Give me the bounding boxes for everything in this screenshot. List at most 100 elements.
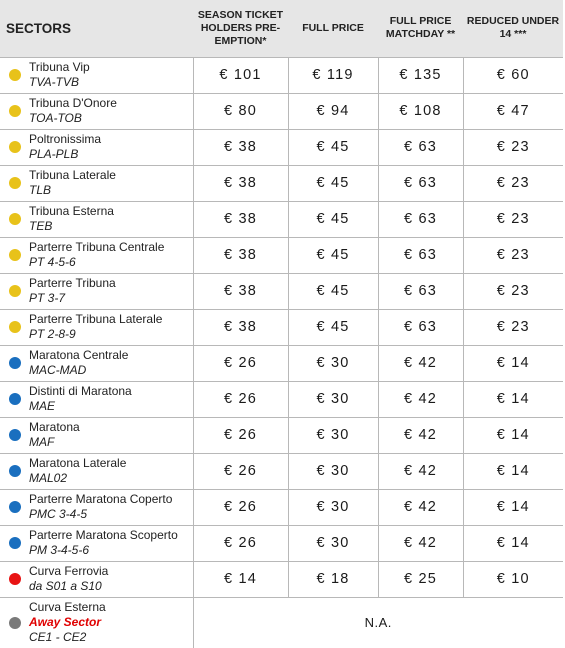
sector-cell: Distinti di Maratona MAE bbox=[26, 381, 193, 417]
sector-color-dot-icon bbox=[9, 248, 21, 261]
price-matchday: € 42 bbox=[377, 381, 464, 417]
price-matchday: € 135 bbox=[377, 57, 464, 93]
sector-name: Parterre Maratona Scoperto bbox=[29, 528, 178, 542]
table-body: Tribuna Vip TVA-TVB € 101 € 119 € 135 € 60 Tri… bbox=[0, 57, 564, 648]
sector-cell: Curva Ferrovia da S01 a S10 bbox=[26, 561, 193, 597]
price-season-ticket: € 38 bbox=[192, 129, 289, 165]
price-matchday: € 63 bbox=[377, 309, 464, 345]
sector-cell: Maratona MAF bbox=[26, 417, 193, 453]
price-season-ticket: € 26 bbox=[192, 381, 289, 417]
sector-cell: Poltronissima PLA-PLB bbox=[26, 129, 193, 165]
sector-cell: Tribuna Laterale TLB bbox=[26, 165, 193, 201]
sector-name: Distinti di Maratona bbox=[29, 384, 132, 398]
sector-cell: Maratona Laterale MAL02 bbox=[26, 453, 193, 489]
price-full: € 45 bbox=[287, 237, 379, 273]
table-row: Tribuna Laterale TLB € 38 € 45 € 63 € 23 bbox=[0, 165, 564, 201]
sector-cell: Tribuna D'Onore TOA-TOB bbox=[26, 93, 193, 129]
sector-color-cell bbox=[0, 381, 26, 417]
sector-color-cell bbox=[0, 273, 26, 309]
table-row: Parterre Maratona Coperto PMC 3-4-5 € 26 € … bbox=[0, 489, 564, 525]
sector-color-cell bbox=[0, 597, 26, 648]
price-season-ticket: € 14 bbox=[192, 561, 289, 597]
sector-name: Parterre Tribuna Centrale bbox=[29, 240, 165, 254]
table-header: SECTORS SEASON TICKET HOLDERS PRE-EMPTIO… bbox=[0, 0, 564, 57]
price-reduced: € 23 bbox=[462, 129, 564, 165]
sector-code: CE1 - CE2 bbox=[29, 630, 87, 645]
price-full: € 45 bbox=[287, 129, 379, 165]
price-matchday: € 63 bbox=[377, 165, 464, 201]
price-season-ticket: € 101 bbox=[192, 57, 289, 93]
sector-cell: Parterre Tribuna Centrale PT 4-5-6 bbox=[26, 237, 193, 273]
price-season-ticket: € 38 bbox=[192, 165, 289, 201]
price-reduced: € 23 bbox=[462, 237, 564, 273]
price-matchday: € 63 bbox=[377, 201, 464, 237]
sector-color-dot-icon bbox=[9, 140, 21, 153]
sector-name: Tribuna Vip bbox=[29, 60, 90, 74]
sector-code: TVA-TVB bbox=[29, 75, 80, 89]
price-reduced: € 14 bbox=[462, 525, 564, 561]
price-reduced: € 23 bbox=[462, 201, 564, 237]
price-reduced: € 47 bbox=[462, 93, 564, 129]
price-season-ticket: € 26 bbox=[192, 525, 289, 561]
sector-color-cell bbox=[0, 237, 26, 273]
price-matchday: € 42 bbox=[377, 417, 464, 453]
price-full: € 45 bbox=[287, 273, 379, 309]
price-matchday: € 42 bbox=[377, 453, 464, 489]
sector-color-dot-icon bbox=[9, 428, 21, 441]
header-row: SECTORS SEASON TICKET HOLDERS PRE-EMPTIO… bbox=[0, 0, 564, 57]
sector-code: PMC 3-4-5 bbox=[29, 507, 88, 521]
sector-color-cell bbox=[0, 165, 26, 201]
sector-code: PM 3-4-5-6 bbox=[29, 543, 90, 557]
price-full: € 30 bbox=[287, 381, 379, 417]
table-row: Parterre Maratona Scoperto PM 3-4-5-6 € 26… bbox=[0, 525, 564, 561]
price-season-ticket: € 80 bbox=[192, 93, 289, 129]
price-reduced: € 10 bbox=[462, 561, 564, 597]
not-available-cell: N.A. bbox=[192, 597, 564, 648]
price-reduced: € 14 bbox=[462, 489, 564, 525]
sector-color-cell bbox=[0, 489, 26, 525]
away-sector-label: Away Sector bbox=[29, 615, 102, 630]
sector-name: Tribuna Esterna bbox=[29, 204, 114, 218]
sector-color-cell bbox=[0, 129, 26, 165]
price-reduced: € 14 bbox=[462, 345, 564, 381]
price-matchday: € 63 bbox=[377, 273, 464, 309]
price-season-ticket: € 38 bbox=[192, 237, 289, 273]
sector-code: TLB bbox=[29, 183, 52, 197]
sector-name: Maratona bbox=[29, 420, 80, 434]
sector-color-cell bbox=[0, 201, 26, 237]
price-full: € 30 bbox=[287, 489, 379, 525]
price-matchday: € 108 bbox=[377, 93, 464, 129]
sector-color-dot-icon bbox=[9, 320, 21, 333]
table-row: Tribuna D'Onore TOA-TOB € 80 € 94 € 108 € 47 bbox=[0, 93, 564, 129]
table-row: Maratona Centrale MAC-MAD € 26 € 30 € 42 € 14 bbox=[0, 345, 564, 381]
sector-cell: Tribuna Esterna TEB bbox=[26, 201, 193, 237]
sector-cell: Parterre Maratona Coperto PMC 3-4-5 bbox=[26, 489, 193, 525]
sector-color-dot-icon bbox=[9, 392, 21, 405]
table-row-away-sector: Curva Esterna Away Sector CE1 - CE2 N.A. bbox=[0, 597, 564, 648]
sector-name: Curva Esterna bbox=[29, 600, 106, 615]
price-season-ticket: € 26 bbox=[192, 345, 289, 381]
table-row: Tribuna Vip TVA-TVB € 101 € 119 € 135 € 60 bbox=[0, 57, 564, 93]
sector-color-dot-icon bbox=[9, 284, 21, 297]
price-matchday: € 63 bbox=[377, 129, 464, 165]
sector-name: Tribuna Laterale bbox=[29, 168, 116, 182]
sector-color-cell bbox=[0, 525, 26, 561]
sector-color-cell bbox=[0, 93, 26, 129]
sector-name: Parterre Maratona Coperto bbox=[29, 492, 173, 506]
sector-cell: Maratona Centrale MAC-MAD bbox=[26, 345, 193, 381]
sector-code: PT 3-7 bbox=[29, 291, 66, 305]
price-reduced: € 14 bbox=[462, 453, 564, 489]
price-reduced: € 14 bbox=[462, 417, 564, 453]
header-full-price-matchday: FULL PRICE MATCHDAY ** bbox=[385, 15, 456, 41]
sector-name: Curva Ferrovia bbox=[29, 564, 109, 578]
price-matchday: € 42 bbox=[377, 525, 464, 561]
sector-code: MAE bbox=[29, 399, 56, 413]
price-full: € 45 bbox=[287, 309, 379, 345]
table-row: Tribuna Esterna TEB € 38 € 45 € 63 € 23 bbox=[0, 201, 564, 237]
sector-code: TOA-TOB bbox=[29, 111, 82, 125]
price-full: € 30 bbox=[287, 345, 379, 381]
header-sectors: SECTORS bbox=[6, 20, 72, 36]
table-row: Maratona MAF € 26 € 30 € 42 € 14 bbox=[0, 417, 564, 453]
sector-color-dot-icon bbox=[9, 616, 21, 629]
